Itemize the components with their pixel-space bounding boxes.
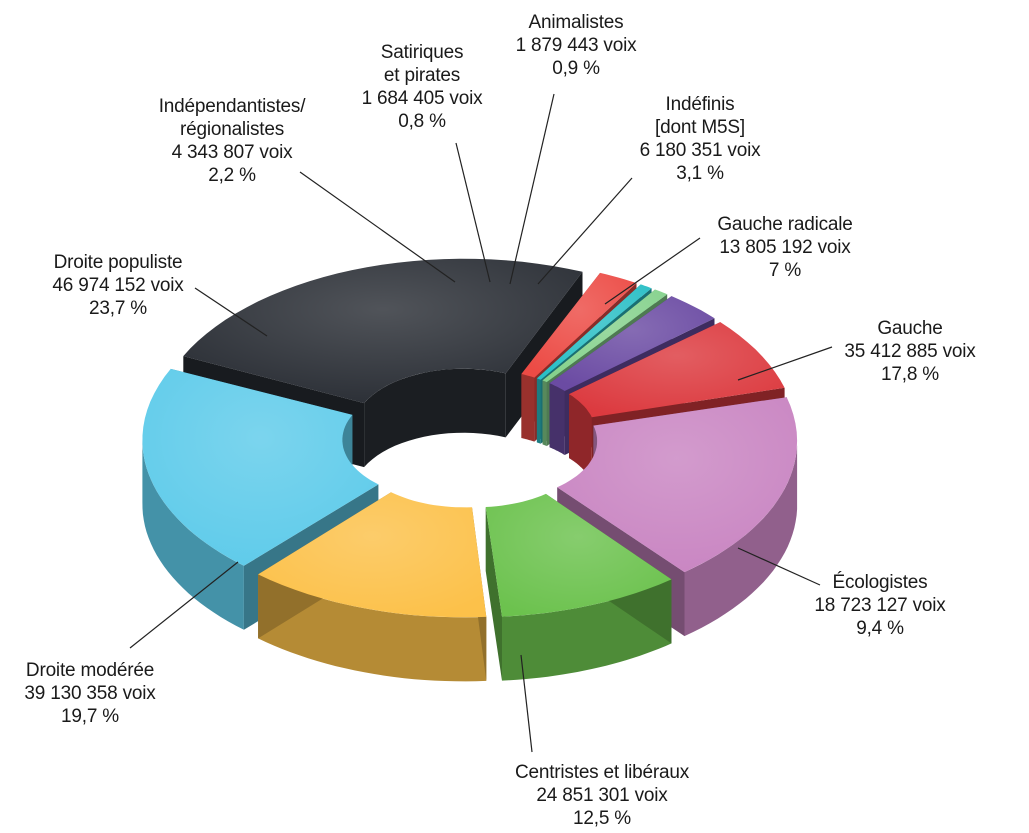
slice-label-2: Satiriques et pirates 1 684 405 voix 0,8 % [362, 42, 483, 132]
slice-label-5-line-2: 7 % [769, 260, 801, 281]
slice-label-5-line-1: 13 805 192 voix [719, 237, 851, 258]
slice-5-inner-wall [569, 394, 592, 482]
slice-1-highlight [521, 272, 637, 378]
slice-9-outer-side [142, 438, 244, 630]
slice-0-inner-wall [364, 368, 506, 468]
slice-inner-wall-layer [342, 368, 598, 506]
slice-label-1: Indépendantistes/régionalistes 4 343 807 … [159, 96, 307, 186]
slice-label-3-line-1: 1 879 443 voix [516, 35, 637, 56]
slice-label-7-line-2: 9,4 % [856, 618, 904, 639]
slice-label-5-line-0: Gauche radicale [717, 214, 852, 235]
slice-label-3: Animalistes 1 879 443 voix 0,9 % [516, 12, 637, 79]
slice-label-6-line-0: Gauche [877, 318, 942, 339]
slice-label-4-line-3: 3,1 % [676, 163, 724, 184]
slice-top-layer [142, 258, 798, 618]
slice-6-highlight [557, 397, 798, 573]
slice-label-9-line-1: 39 130 358 voix [24, 683, 156, 704]
slice-4-inner-wall [549, 383, 565, 455]
slice-label-3-line-0: Animalistes [529, 12, 624, 33]
slice-label-4-line-1: [dont M5S] [655, 117, 745, 138]
slice-5-highlight [569, 322, 785, 418]
slice-8-highlight [258, 492, 487, 618]
slice-3-inner-wall [542, 380, 547, 447]
leader-lines [129, 93, 833, 753]
slice-label-4: Indéfinis [dont M5S] 6 180 351 voix 3,1 % [640, 94, 761, 184]
slice-label-1-line-1: régionalistes [180, 119, 284, 140]
slice-labels: Droite populiste 46 974 152 voix 23,7 % Ind… [24, 12, 976, 829]
leader-line-8 [520, 654, 533, 753]
slice-label-2-line-3: 0,8 % [398, 111, 446, 132]
slice-label-1-line-2: 4 343 807 voix [172, 142, 293, 163]
slice-label-5: Gauche radicale 13 805 192 voix 7 % [717, 214, 852, 281]
slice-2-inner-wall [536, 378, 541, 444]
slice-2-highlight [536, 284, 652, 380]
slice-label-8-line-1: 24 851 301 voix [536, 785, 668, 806]
leader-line-6 [737, 346, 833, 381]
slice-label-6-line-2: 17,8 % [881, 364, 939, 385]
slice-label-2-line-2: 1 684 405 voix [362, 88, 483, 109]
slice-label-0-line-0: Droite populiste [54, 252, 183, 273]
slice-label-6: Gauche 35 412 885 voix 17,8 % [844, 318, 976, 385]
leader-line-0 [194, 287, 268, 337]
slice-label-7-line-1: 18 723 127 voix [814, 595, 946, 616]
slice-3-highlight [542, 289, 668, 383]
slice-9-highlight [142, 368, 379, 566]
leader-line-3 [509, 93, 555, 285]
slice-7-end-wall [485, 507, 502, 681]
slice-7-highlight [485, 493, 672, 617]
leader-line-4 [537, 177, 633, 285]
leader-line-9 [129, 561, 239, 649]
slice-label-2-line-1: et pirates [384, 65, 460, 86]
slice-label-7: Écologistes 18 723 127 voix 9,4 % [814, 572, 946, 639]
slice-label-0: Droite populiste 46 974 152 voix 23,7 % [52, 252, 184, 319]
slice-label-9-line-0: Droite modérée [26, 660, 154, 681]
slice-label-1-line-0: Indépendantistes/ [159, 96, 307, 117]
slice-label-9: Droite modérée 39 130 358 voix 19,7 % [24, 660, 156, 727]
leader-line-7 [737, 547, 821, 586]
slice-4-highlight [549, 296, 715, 391]
slice-label-1-line-3: 2,2 % [208, 165, 256, 186]
slice-label-0-line-2: 23,7 % [89, 298, 147, 319]
slice-label-4-line-0: Indéfinis [666, 94, 735, 115]
slice-label-2-line-0: Satiriques [381, 42, 464, 63]
slice-6-outer-side [684, 438, 798, 637]
leader-line-2 [455, 142, 491, 283]
slice-label-8-line-0: Centristes et libéraux [515, 762, 690, 783]
leader-line-1 [299, 171, 456, 283]
slice-0-highlight [183, 258, 583, 404]
slice-label-3-line-2: 0,9 % [552, 58, 600, 79]
slice-label-6-line-1: 35 412 885 voix [844, 341, 976, 362]
leader-line-5 [604, 237, 701, 305]
slice-1-inner-wall [521, 374, 535, 442]
slice-label-9-line-2: 19,7 % [61, 706, 119, 727]
slice-label-8: Centristes et libéraux 24 851 301 voix 12,… [515, 762, 690, 829]
slice-label-7-line-0: Écologistes [833, 572, 928, 593]
slice-label-4-line-2: 6 180 351 voix [640, 140, 761, 161]
slice-label-0-line-1: 46 974 152 voix [52, 275, 184, 296]
slice-label-8-line-2: 12,5 % [573, 808, 631, 829]
